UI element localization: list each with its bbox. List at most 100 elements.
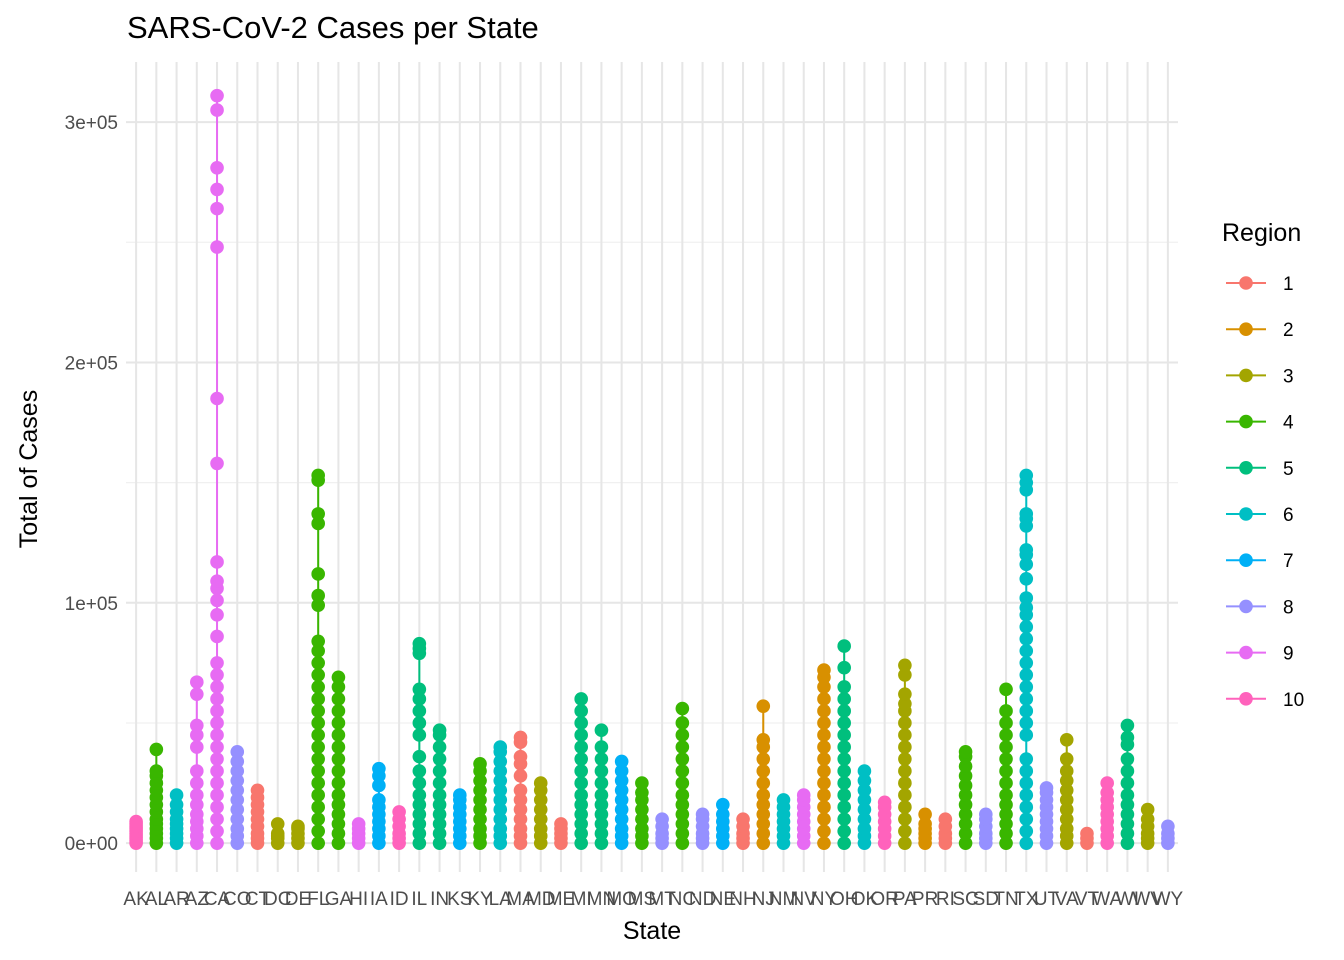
data-point [372, 761, 386, 776]
data-point [210, 788, 224, 802]
data-point [1019, 543, 1034, 557]
data-point [311, 788, 325, 802]
data-point [857, 802, 872, 817]
data-point [756, 788, 771, 802]
data-point [311, 800, 325, 814]
data-point [999, 836, 1013, 850]
data-point [635, 785, 649, 800]
state-series [372, 761, 386, 850]
data-point [533, 776, 548, 790]
state-series [837, 639, 851, 850]
data-point [999, 764, 1013, 778]
data-point [311, 507, 325, 521]
data-point [756, 797, 771, 812]
state-series [412, 636, 427, 850]
data-point [1059, 783, 1074, 798]
data-point [938, 812, 953, 826]
x-tick-label: MN [587, 889, 617, 910]
data-point [493, 802, 508, 817]
data-point [1140, 812, 1155, 826]
data-point [574, 776, 588, 790]
data-point [311, 668, 325, 682]
state-series [190, 675, 204, 850]
x-tick-label: NE [710, 889, 736, 910]
data-point [675, 807, 690, 822]
data-point [210, 824, 224, 838]
data-point [210, 574, 224, 588]
data-point [958, 745, 973, 759]
x-tick-label: KS [447, 889, 472, 910]
data-point [331, 680, 346, 694]
data-point [311, 836, 325, 850]
state-series [594, 723, 609, 850]
x-tick-label: MS [628, 889, 657, 910]
x-tick-label: RI [936, 889, 955, 910]
data-point [513, 749, 528, 764]
state-series [736, 812, 750, 850]
data-point [493, 740, 508, 754]
data-point [837, 704, 851, 718]
legend-label: 2 [1283, 320, 1294, 341]
data-point [311, 644, 325, 658]
state-series [716, 797, 730, 850]
legend-item: 10 [1226, 690, 1304, 711]
data-point [675, 817, 690, 831]
data-point [1059, 764, 1074, 778]
data-point [210, 800, 224, 814]
data-point [1120, 718, 1135, 733]
data-point [331, 776, 346, 790]
state-series [877, 795, 892, 850]
data-point [958, 759, 973, 774]
state-series [169, 788, 184, 850]
data-point [1019, 668, 1034, 682]
state-series [513, 730, 528, 850]
x-tick-label: FL [307, 889, 329, 910]
data-point [331, 716, 346, 730]
chart-title: SARS-CoV-2 Cases per State [127, 10, 539, 45]
data-point [1059, 733, 1074, 747]
state-series [392, 805, 406, 850]
x-tick-label: WV [1132, 889, 1163, 910]
data-point [210, 716, 224, 730]
data-point [837, 680, 851, 694]
data-point [432, 807, 447, 822]
data-point [675, 797, 690, 812]
data-point [1120, 817, 1135, 831]
x-tick-label: CT [245, 889, 271, 910]
data-point [210, 740, 224, 754]
data-point [513, 802, 528, 817]
data-point [1039, 781, 1054, 795]
legend-key-point [1239, 322, 1253, 337]
state-series [1161, 819, 1175, 850]
data-point [898, 658, 912, 673]
data-point [817, 776, 831, 790]
data-point [331, 728, 346, 742]
y-axis-title: Total of Cases [15, 390, 43, 548]
data-point [372, 778, 386, 793]
data-point [1019, 571, 1034, 586]
data-point [574, 764, 588, 778]
data-point [291, 819, 305, 834]
data-point [230, 802, 245, 817]
data-point [230, 773, 245, 788]
data-point [898, 812, 912, 826]
x-tick-label: WI [1116, 889, 1139, 910]
data-point [331, 692, 346, 706]
data-point [533, 812, 548, 826]
data-point [898, 764, 912, 778]
state-series [210, 88, 224, 850]
data-point [1100, 785, 1114, 800]
data-point [999, 817, 1013, 831]
data-point [817, 812, 831, 826]
data-point [493, 773, 508, 788]
data-point [412, 716, 427, 730]
data-point [412, 692, 427, 706]
state-series [1059, 733, 1074, 850]
data-point [311, 740, 325, 754]
legend-label: 6 [1283, 505, 1294, 526]
legend-label: 5 [1283, 459, 1294, 480]
legend-label: 7 [1283, 551, 1294, 572]
data-point [837, 660, 851, 675]
state-series [898, 658, 912, 850]
data-point [412, 749, 427, 764]
